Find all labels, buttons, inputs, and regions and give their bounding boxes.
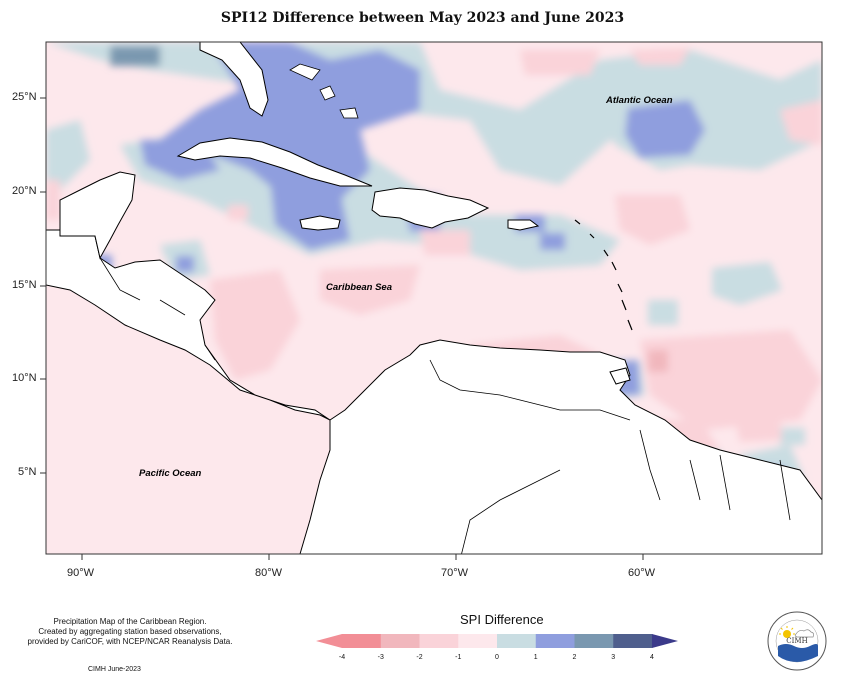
lat-label: 5°N bbox=[18, 466, 37, 478]
legend-colorbar bbox=[316, 634, 678, 648]
logo-text: CIMH bbox=[786, 637, 807, 645]
legend-tick-label: 4 bbox=[650, 654, 654, 661]
lon-label: 80°W bbox=[255, 567, 283, 579]
legend-swatch bbox=[342, 634, 382, 648]
cimh-logo: CIMH bbox=[767, 611, 827, 671]
legend-swatch bbox=[419, 634, 459, 648]
lon-label: 90°W bbox=[67, 567, 95, 579]
lat-label: 25°N bbox=[12, 91, 37, 103]
label-caribbean-sea: Caribbean Sea bbox=[326, 282, 392, 293]
legend-tick-label: 1 bbox=[533, 654, 538, 661]
description-line: Created by aggregating station based obs… bbox=[38, 627, 222, 636]
lon-label: 60°W bbox=[628, 567, 656, 579]
legend-tick-label: -3 bbox=[377, 654, 384, 661]
axis-ticks bbox=[40, 97, 644, 560]
lat-label: 20°N bbox=[12, 185, 37, 197]
map-credit: CIMH June-2023 bbox=[88, 666, 141, 673]
legend-tick-label: 2 bbox=[572, 654, 577, 661]
legend-swatch bbox=[497, 634, 537, 648]
legend-swatch bbox=[613, 634, 653, 648]
landmass bbox=[46, 42, 822, 554]
label-atlantic-ocean: Atlantic Ocean bbox=[605, 95, 673, 106]
spi-map: Atlantic Ocean Caribbean Sea Pacific Oce… bbox=[40, 41, 823, 560]
legend-tick-label: 3 bbox=[611, 654, 616, 661]
legend-swatch bbox=[574, 634, 614, 648]
map-title: SPI12 Difference between May 2023 and Ju… bbox=[220, 10, 625, 26]
description-line: Precipitation Map of the Caribbean Regio… bbox=[53, 617, 207, 626]
legend-title: SPI Difference bbox=[460, 612, 544, 627]
legend-tick-label: 0 bbox=[495, 654, 499, 661]
legend-tick-label: -2 bbox=[416, 654, 423, 661]
legend-tick-label: -4 bbox=[338, 654, 346, 661]
legend-tick-label: -1 bbox=[455, 654, 462, 661]
lat-label: 10°N bbox=[12, 372, 37, 384]
lat-label: 15°N bbox=[12, 279, 37, 291]
legend-swatch bbox=[535, 634, 575, 648]
map-description: Precipitation Map of the Caribbean Regio… bbox=[10, 617, 250, 647]
label-pacific-ocean: Pacific Ocean bbox=[139, 468, 202, 479]
legend-arrow-low bbox=[316, 634, 342, 648]
legend-swatch bbox=[380, 634, 420, 648]
legend-swatch bbox=[458, 634, 498, 648]
legend-arrow-high bbox=[652, 634, 678, 648]
map-border bbox=[45, 41, 823, 555]
lon-label: 70°W bbox=[441, 567, 469, 579]
description-line: provided by CariCOF, with NCEP/NCAR Rean… bbox=[27, 637, 233, 646]
